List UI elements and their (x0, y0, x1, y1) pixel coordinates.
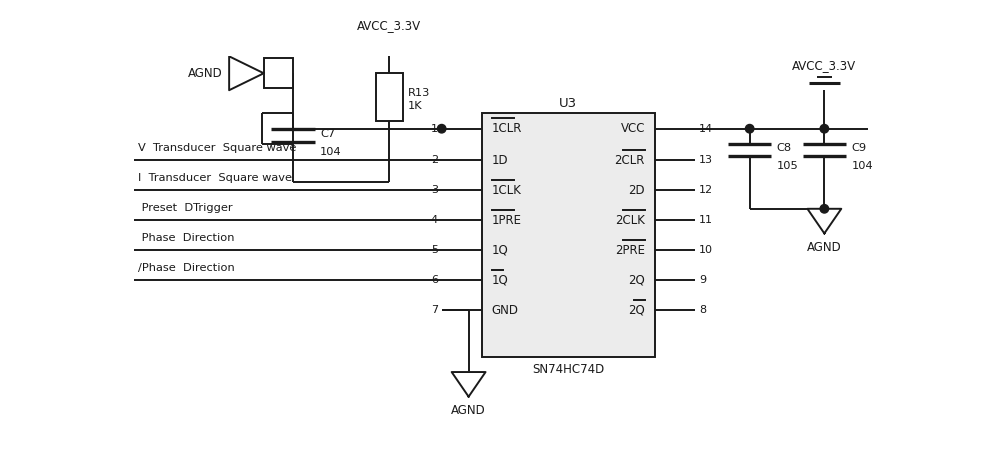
Text: 1PRE: 1PRE (492, 214, 522, 227)
Text: 105: 105 (777, 161, 798, 171)
Circle shape (820, 205, 829, 213)
Text: 12: 12 (699, 185, 713, 195)
Text: 3: 3 (431, 185, 438, 195)
Text: 2CLR: 2CLR (615, 154, 645, 167)
Text: 13: 13 (699, 155, 713, 165)
Text: AGND: AGND (807, 241, 842, 254)
Text: 1D: 1D (492, 154, 508, 167)
Text: 2: 2 (431, 155, 438, 165)
Text: 6: 6 (431, 275, 438, 285)
Text: 9: 9 (699, 275, 706, 285)
Text: AVCC_3.3V: AVCC_3.3V (357, 19, 421, 32)
Text: 104: 104 (851, 161, 873, 171)
Text: 2CLK: 2CLK (615, 214, 645, 227)
Bar (376, 73, 403, 121)
Text: V  Transducer  Square wave: V Transducer Square wave (138, 144, 296, 153)
Circle shape (437, 125, 446, 133)
Circle shape (745, 125, 754, 133)
Polygon shape (229, 56, 264, 90)
Text: 11: 11 (699, 215, 713, 225)
Polygon shape (807, 209, 841, 233)
Text: 8: 8 (699, 306, 706, 315)
Bar (264, 58, 293, 88)
Text: 2Q: 2Q (628, 304, 645, 317)
Text: U3: U3 (559, 97, 577, 110)
Text: 7: 7 (431, 306, 438, 315)
Text: 2D: 2D (628, 184, 645, 197)
Text: 10: 10 (699, 245, 713, 256)
Text: 5: 5 (431, 245, 438, 256)
Text: 1CLR: 1CLR (492, 122, 522, 135)
Text: I  Transducer  Square wave: I Transducer Square wave (138, 173, 292, 183)
Text: GND: GND (492, 304, 519, 317)
Text: 104: 104 (320, 147, 342, 157)
Text: AVCC_3.3V: AVCC_3.3V (792, 59, 856, 72)
Text: 1CLK: 1CLK (492, 184, 522, 197)
Text: AGND: AGND (188, 67, 223, 80)
Text: /Phase  Direction: /Phase Direction (138, 263, 234, 274)
Text: R13: R13 (408, 88, 431, 98)
Text: Preset  DTrigger: Preset DTrigger (138, 203, 232, 213)
Text: AGND: AGND (451, 404, 486, 417)
Text: 2PRE: 2PRE (615, 244, 645, 257)
Bar (482, 113, 655, 357)
Text: 4: 4 (431, 215, 438, 225)
Text: 1Q: 1Q (492, 274, 508, 287)
Polygon shape (452, 372, 486, 397)
Circle shape (820, 125, 829, 133)
Text: C8: C8 (777, 143, 792, 153)
Text: C9: C9 (851, 143, 866, 153)
Text: 1K: 1K (408, 101, 423, 112)
Text: C7: C7 (320, 129, 335, 139)
Text: Phase  Direction: Phase Direction (138, 233, 234, 244)
Text: SN74HC74D: SN74HC74D (532, 363, 604, 376)
Text: 1: 1 (431, 124, 438, 134)
Text: 1Q: 1Q (492, 244, 508, 257)
Text: 2Q: 2Q (628, 274, 645, 287)
Text: VCC: VCC (620, 122, 645, 135)
Text: 14: 14 (699, 124, 713, 134)
